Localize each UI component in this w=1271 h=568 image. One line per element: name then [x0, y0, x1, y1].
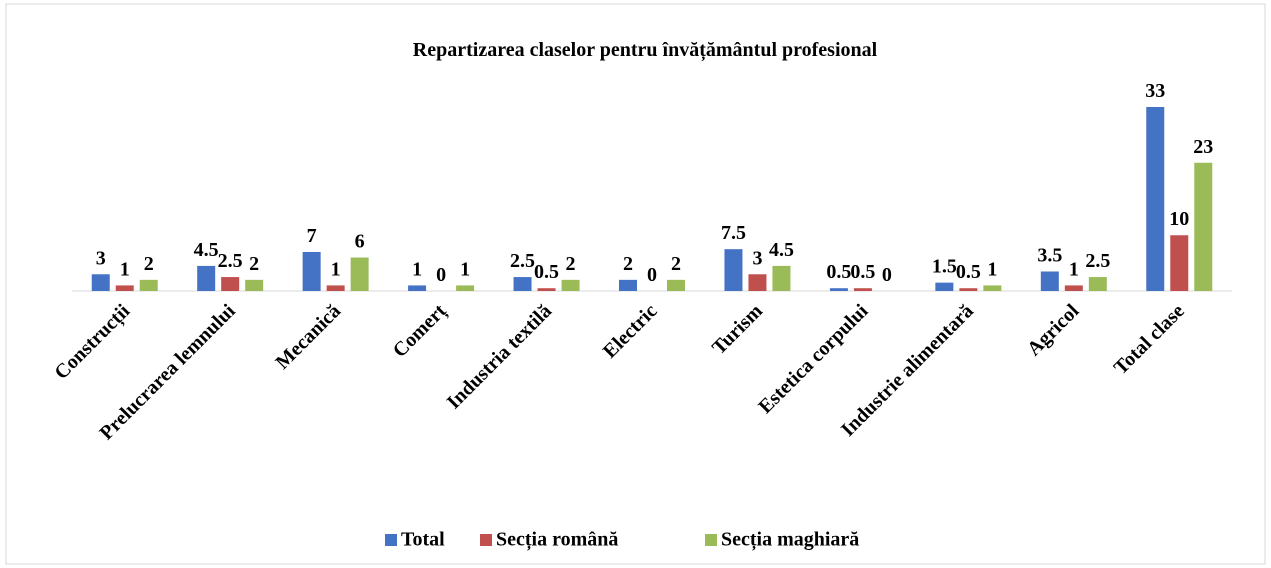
bar [561, 279, 580, 291]
data-label: 0 [436, 264, 446, 286]
data-label: 3.5 [1037, 244, 1062, 266]
bar [91, 274, 110, 291]
legend-swatch [480, 534, 492, 546]
data-label: 7.5 [721, 222, 746, 244]
bar [326, 285, 345, 291]
data-label: 10 [1169, 208, 1189, 230]
bar [115, 285, 134, 291]
data-label: 1 [412, 258, 422, 280]
bar [667, 279, 685, 291]
data-label: 23 [1193, 136, 1213, 158]
data-label: 1 [460, 258, 470, 280]
data-label: 2 [671, 253, 681, 275]
data-label: 2 [144, 253, 154, 275]
bar [221, 277, 240, 291]
bar [959, 288, 978, 291]
data-label: 2.5 [1085, 250, 1110, 272]
bar [1170, 235, 1189, 291]
bar [1040, 271, 1059, 291]
bar [1088, 277, 1107, 291]
data-label: 0.5 [850, 261, 875, 283]
data-label: 0 [647, 264, 657, 286]
bar [350, 257, 369, 291]
data-label: 1 [331, 258, 341, 280]
bar [772, 265, 791, 291]
data-label: 6 [355, 231, 365, 253]
legend-label: Total [401, 529, 445, 551]
bar [139, 279, 158, 291]
data-label: 33 [1145, 80, 1165, 102]
data-label: 3 [752, 247, 762, 269]
bar [456, 285, 475, 291]
data-label: 0.5 [956, 261, 981, 283]
data-label: 1.5 [932, 256, 957, 278]
bar [853, 288, 872, 291]
data-label: 1 [120, 258, 130, 280]
legend-swatch [385, 534, 397, 546]
bar [245, 279, 264, 291]
bar [829, 288, 848, 291]
data-label: 0.5 [826, 261, 851, 283]
data-label: 1 [987, 258, 997, 280]
bar [302, 251, 321, 291]
bar [537, 288, 556, 291]
data-label: 0.5 [534, 261, 559, 283]
bar [1064, 285, 1083, 291]
bar [724, 249, 743, 291]
data-label: 2 [623, 253, 633, 275]
bar [983, 285, 1002, 291]
data-label: 3 [96, 247, 106, 269]
data-label: 4.5 [194, 239, 219, 261]
bar [1194, 162, 1213, 291]
legend-label: Secția română [496, 529, 618, 552]
bar [619, 279, 637, 291]
data-label: 2 [249, 253, 259, 275]
bar [1146, 107, 1165, 291]
data-label: 4.5 [769, 239, 794, 261]
bar [935, 282, 954, 291]
bar [408, 285, 427, 291]
bar [513, 277, 532, 291]
legend-label: Secția maghiară [721, 529, 859, 552]
bar [197, 265, 216, 291]
data-label: 7 [307, 225, 317, 247]
chart-title: Repartizarea claselor pentru învățământu… [413, 39, 878, 62]
data-label: 2.5 [510, 250, 535, 272]
bar [748, 274, 767, 291]
data-label: 2 [566, 253, 576, 275]
data-label: 1 [1069, 258, 1079, 280]
data-label: 2.5 [218, 250, 243, 272]
data-label: 0 [882, 264, 892, 286]
legend-swatch [705, 534, 717, 546]
